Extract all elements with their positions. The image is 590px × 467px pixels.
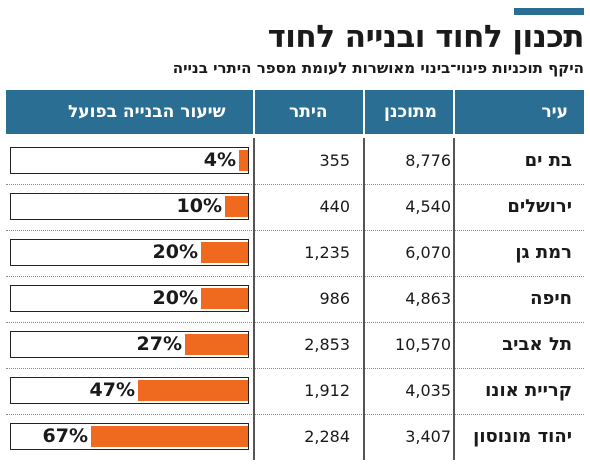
rate-bar xyxy=(201,288,248,309)
table-row: תל אביב 10,570 2,853 27% xyxy=(6,322,584,368)
city-name: תל אביב xyxy=(502,334,572,355)
city-name: קריית אונו xyxy=(485,380,572,401)
header-rate: שיעור הבנייה בפועל xyxy=(68,102,226,122)
header-separator xyxy=(363,90,365,134)
table-row: בת ים 8,776 355 4% xyxy=(6,138,584,184)
planned-value: 4,035 xyxy=(405,381,451,400)
column-separator xyxy=(453,138,455,184)
column-separator xyxy=(253,368,255,414)
column-separator xyxy=(253,138,255,184)
rate-bar xyxy=(138,380,248,401)
rate-label: 47% xyxy=(89,379,135,401)
column-separator xyxy=(453,184,455,230)
column-separator xyxy=(363,322,365,368)
rate-bar-frame: 47% xyxy=(10,377,249,404)
rate-label: 67% xyxy=(42,425,88,447)
table-row: ירושלים 4,540 440 10% xyxy=(6,184,584,230)
column-separator xyxy=(253,276,255,322)
column-separator xyxy=(253,230,255,276)
rate-bar-frame: 27% xyxy=(10,331,249,358)
rate-bar xyxy=(185,334,248,355)
table-row: חיפה 4,863 986 20% xyxy=(6,276,584,322)
city-name: ירושלים xyxy=(507,196,572,217)
table-row: רמת גן 6,070 1,235 20% xyxy=(6,230,584,276)
column-separator xyxy=(453,414,455,460)
rate-label: 10% xyxy=(176,195,222,217)
header-city: עיר xyxy=(541,102,568,122)
column-separator xyxy=(453,276,455,322)
rate-bar xyxy=(239,150,248,171)
header-separator xyxy=(453,90,455,134)
column-separator xyxy=(253,322,255,368)
row-separator xyxy=(6,368,584,369)
rate-bar xyxy=(201,242,248,263)
permits-value: 2,853 xyxy=(304,335,350,354)
city-name: יהוד מונוסון xyxy=(473,426,572,447)
column-separator xyxy=(363,276,365,322)
permits-value: 986 xyxy=(319,289,350,308)
permits-value: 355 xyxy=(319,151,350,170)
column-separator xyxy=(453,230,455,276)
city-name: רמת גן xyxy=(515,242,572,263)
column-separator xyxy=(453,322,455,368)
row-separator xyxy=(6,414,584,415)
column-separator xyxy=(363,368,365,414)
column-separator xyxy=(453,368,455,414)
row-separator xyxy=(6,184,584,185)
column-separator xyxy=(253,414,255,460)
header-separator xyxy=(253,90,255,134)
permits-value: 1,912 xyxy=(304,381,350,400)
chart-title: תכנון לחוד ובנייה לחוד xyxy=(267,19,585,55)
header-permits: היתר xyxy=(289,102,328,122)
planned-value: 6,070 xyxy=(405,243,451,262)
rate-bar-frame: 67% xyxy=(10,423,249,450)
rate-bar-frame: 20% xyxy=(10,285,249,312)
city-name: חיפה xyxy=(530,288,572,309)
chart-subtitle: היקף תוכניות פינוי־בינוי מאושרות לעומת מ… xyxy=(172,59,584,77)
planned-value: 4,540 xyxy=(405,197,451,216)
column-separator xyxy=(363,414,365,460)
planned-value: 3,407 xyxy=(405,427,451,446)
column-separator xyxy=(363,184,365,230)
row-separator xyxy=(6,230,584,231)
column-separator xyxy=(363,230,365,276)
planned-value: 8,776 xyxy=(405,151,451,170)
city-name: בת ים xyxy=(524,150,572,171)
planned-value: 4,863 xyxy=(405,289,451,308)
header-planned: מתוכנן xyxy=(384,102,437,122)
row-separator xyxy=(6,276,584,277)
table-header: עיר מתוכנן היתר שיעור הבנייה בפועל xyxy=(6,90,584,134)
rate-label: 20% xyxy=(152,287,198,309)
row-separator xyxy=(6,322,584,323)
table-row: קריית אונו 4,035 1,912 47% xyxy=(6,368,584,414)
permits-value: 2,284 xyxy=(304,427,350,446)
rate-bar xyxy=(91,426,248,447)
rate-bar xyxy=(225,196,248,217)
rate-bar-frame: 10% xyxy=(10,193,249,220)
rate-label: 4% xyxy=(203,149,236,171)
planned-value: 10,570 xyxy=(395,335,451,354)
rate-label: 27% xyxy=(136,333,182,355)
column-separator xyxy=(363,138,365,184)
column-separator xyxy=(253,184,255,230)
rate-bar-frame: 20% xyxy=(10,239,249,266)
rate-label: 20% xyxy=(152,241,198,263)
rate-bar-frame: 4% xyxy=(10,147,249,174)
table-row: יהוד מונוסון 3,407 2,284 67% xyxy=(6,414,584,460)
accent-bar xyxy=(514,8,584,15)
permits-value: 440 xyxy=(319,197,350,216)
permits-value: 1,235 xyxy=(304,243,350,262)
